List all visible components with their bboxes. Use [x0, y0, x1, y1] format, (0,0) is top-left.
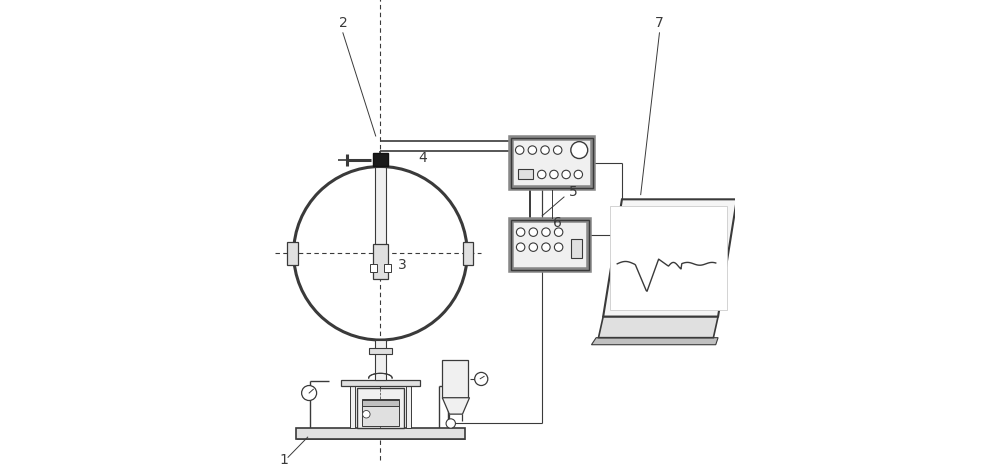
Bar	[442, 360, 468, 398]
Bar	[610, 206, 727, 310]
Polygon shape	[591, 338, 718, 345]
Bar	[375, 340, 386, 380]
Bar	[375, 164, 386, 277]
Bar	[518, 169, 533, 179]
Text: 3: 3	[398, 258, 407, 272]
Circle shape	[542, 228, 550, 236]
Bar	[511, 138, 593, 188]
Circle shape	[562, 170, 570, 179]
Text: 1: 1	[280, 453, 289, 467]
Circle shape	[553, 146, 562, 154]
Circle shape	[571, 142, 588, 159]
Circle shape	[538, 170, 546, 179]
Circle shape	[541, 146, 549, 154]
Circle shape	[554, 243, 563, 251]
Circle shape	[528, 146, 537, 154]
Bar	[463, 242, 473, 265]
Bar	[362, 399, 399, 426]
Bar	[287, 242, 298, 265]
Bar	[373, 244, 388, 279]
Bar	[296, 428, 465, 439]
Circle shape	[515, 146, 524, 154]
Circle shape	[529, 228, 538, 236]
Circle shape	[475, 372, 488, 386]
Bar	[373, 153, 388, 166]
Bar	[357, 388, 404, 428]
Bar	[511, 220, 589, 270]
Circle shape	[529, 243, 538, 251]
Bar	[341, 380, 420, 386]
Text: 6: 6	[553, 216, 561, 230]
Polygon shape	[603, 199, 737, 317]
Circle shape	[516, 243, 525, 251]
Bar	[369, 348, 392, 354]
Circle shape	[542, 243, 550, 251]
Polygon shape	[442, 398, 470, 414]
Bar	[384, 264, 391, 272]
Circle shape	[363, 410, 370, 418]
Circle shape	[446, 419, 455, 428]
Bar	[511, 220, 589, 270]
Circle shape	[574, 170, 583, 179]
Bar	[571, 239, 582, 258]
Circle shape	[550, 170, 558, 179]
Circle shape	[554, 228, 563, 236]
Text: 7: 7	[655, 16, 664, 30]
Bar	[370, 264, 377, 272]
Text: 2: 2	[339, 16, 347, 30]
Bar	[350, 386, 355, 428]
Text: 4: 4	[418, 151, 427, 165]
Bar	[406, 386, 411, 428]
Text: 5: 5	[569, 185, 578, 199]
Bar	[362, 400, 399, 406]
Circle shape	[516, 228, 525, 236]
Polygon shape	[598, 317, 718, 338]
Bar	[511, 138, 593, 188]
Circle shape	[302, 386, 317, 401]
